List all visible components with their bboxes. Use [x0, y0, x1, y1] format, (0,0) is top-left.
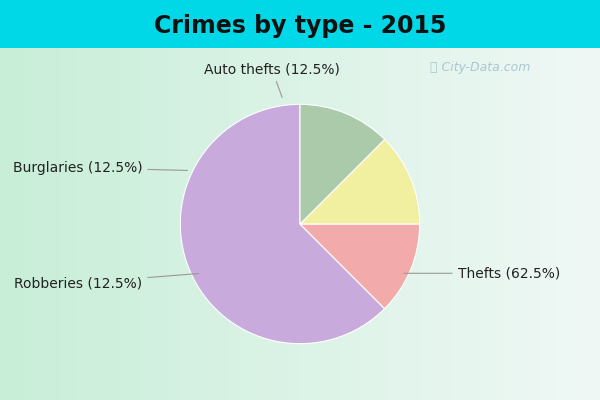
Text: Thefts (62.5%): Thefts (62.5%)	[404, 266, 560, 280]
Wedge shape	[181, 104, 385, 344]
Text: Robberies (12.5%): Robberies (12.5%)	[14, 274, 199, 290]
Wedge shape	[300, 104, 385, 224]
Wedge shape	[300, 224, 419, 309]
Text: Auto thefts (12.5%): Auto thefts (12.5%)	[204, 62, 340, 98]
Text: ⓘ City-Data.com: ⓘ City-Data.com	[430, 62, 530, 74]
Text: Crimes by type - 2015: Crimes by type - 2015	[154, 14, 446, 38]
Text: Burglaries (12.5%): Burglaries (12.5%)	[13, 161, 187, 175]
Wedge shape	[300, 139, 419, 224]
